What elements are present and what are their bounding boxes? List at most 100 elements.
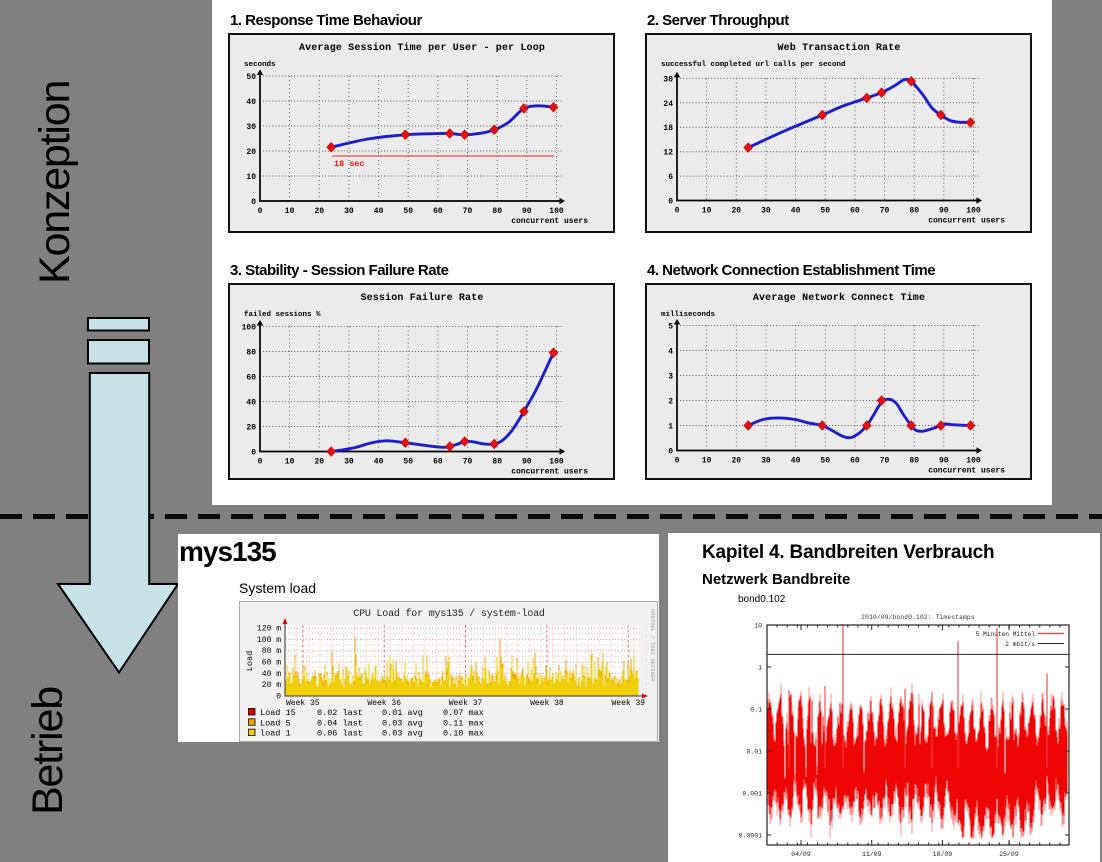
svg-text:80: 80	[492, 207, 502, 216]
svg-text:90: 90	[522, 458, 532, 467]
svg-text:0.10 max: 0.10 max	[443, 729, 484, 739]
svg-text:5: 5	[668, 323, 673, 332]
svg-text:20: 20	[731, 457, 741, 466]
svg-text:concurrent users: concurrent users	[511, 217, 588, 226]
svg-text:successful completed url calls: successful completed url calls per secon…	[661, 61, 846, 69]
svg-text:120 m: 120 m	[257, 625, 281, 634]
svg-text:0.01 avg: 0.01 avg	[382, 708, 423, 718]
svg-text:60: 60	[433, 207, 443, 216]
svg-text:80: 80	[909, 207, 919, 216]
svg-text:60 m: 60 m	[262, 659, 281, 668]
svg-text:50: 50	[403, 207, 413, 216]
svg-text:Week 35: Week 35	[286, 699, 320, 708]
svg-text:RRDTOOL / TOBI OETIKER: RRDTOOL / TOBI OETIKER	[649, 609, 656, 682]
svg-text:18/09: 18/09	[933, 851, 953, 858]
svg-text:10: 10	[246, 173, 256, 182]
svg-text:60: 60	[850, 207, 860, 216]
svg-text:Load: Load	[245, 651, 255, 671]
svg-text:Week 38: Week 38	[530, 699, 564, 708]
svg-text:Load 15: Load 15	[260, 708, 296, 718]
svg-text:2010/09/bond0.102: Timestamps: 2010/09/bond0.102: Timestamps	[861, 614, 975, 621]
svg-text:0: 0	[258, 207, 263, 216]
svg-text:18 sec: 18 sec	[334, 159, 365, 169]
svg-text:2: 2	[668, 398, 673, 407]
svg-text:80 m: 80 m	[262, 647, 281, 656]
svg-text:10: 10	[702, 207, 712, 216]
svg-text:0.02 last: 0.02 last	[317, 708, 363, 718]
svg-text:40 m: 40 m	[262, 670, 281, 679]
svg-text:Average Network Connect Time: Average Network Connect Time	[753, 292, 925, 304]
svg-text:10: 10	[754, 623, 762, 630]
svg-text:0.0001: 0.0001	[739, 833, 763, 840]
svg-text:0: 0	[668, 198, 673, 207]
svg-text:80: 80	[909, 457, 919, 466]
svg-text:0: 0	[668, 448, 673, 457]
svg-text:40: 40	[374, 458, 384, 467]
svg-text:0.06 last: 0.06 last	[317, 729, 363, 739]
svg-text:100: 100	[966, 207, 981, 216]
svg-text:Average Session Time per User: Average Session Time per User - per Loop	[299, 42, 545, 54]
svg-text:30: 30	[246, 123, 256, 132]
svg-text:10: 10	[702, 457, 712, 466]
svg-text:0: 0	[276, 693, 281, 702]
svg-text:20: 20	[314, 458, 324, 467]
svg-text:CPU Load for mys135 / system-l: CPU Load for mys135 / system-load	[353, 608, 545, 620]
svg-text:6: 6	[668, 173, 673, 182]
svg-text:11/09: 11/09	[862, 851, 882, 858]
svg-text:0: 0	[675, 207, 680, 216]
svg-text:90: 90	[939, 457, 949, 466]
svg-text:0: 0	[675, 457, 680, 466]
svg-text:20: 20	[731, 207, 741, 216]
svg-text:100: 100	[549, 458, 564, 467]
svg-text:30: 30	[761, 207, 771, 216]
svg-text:0.07 max: 0.07 max	[443, 708, 484, 718]
svg-text:Week 37: Week 37	[449, 699, 483, 708]
svg-text:50: 50	[820, 457, 830, 466]
svg-text:70: 70	[880, 207, 890, 216]
svg-text:0.1: 0.1	[750, 707, 762, 714]
svg-text:30: 30	[761, 457, 771, 466]
svg-text:seconds: seconds	[244, 61, 276, 69]
svg-text:40: 40	[246, 399, 256, 408]
svg-text:Session Failure Rate: Session Failure Rate	[360, 292, 483, 304]
svg-text:0.001: 0.001	[742, 791, 762, 798]
svg-text:80: 80	[492, 458, 502, 467]
svg-text:100: 100	[966, 457, 981, 466]
svg-text:20: 20	[246, 148, 256, 157]
svg-text:Web Transaction Rate: Web Transaction Rate	[777, 42, 900, 54]
svg-text:0.04 last: 0.04 last	[317, 718, 363, 728]
svg-text:90: 90	[939, 207, 949, 216]
svg-text:0.11 max: 0.11 max	[443, 718, 484, 728]
svg-text:04/09: 04/09	[791, 851, 811, 858]
svg-text:0.03 avg: 0.03 avg	[382, 718, 423, 728]
svg-text:milliseconds: milliseconds	[661, 311, 716, 319]
svg-text:60: 60	[246, 374, 256, 383]
svg-text:3: 3	[668, 373, 673, 382]
svg-text:60: 60	[433, 458, 443, 467]
svg-text:2 mbit/s: 2 mbit/s	[1005, 641, 1035, 648]
svg-text:100: 100	[242, 324, 257, 333]
svg-text:concurrent users: concurrent users	[511, 468, 588, 477]
svg-text:12: 12	[663, 149, 673, 158]
svg-text:30: 30	[344, 458, 354, 467]
svg-text:24: 24	[663, 100, 673, 109]
svg-text:50: 50	[403, 458, 413, 467]
svg-text:Week 36: Week 36	[367, 699, 401, 708]
svg-text:40: 40	[791, 207, 801, 216]
svg-text:60: 60	[850, 457, 860, 466]
svg-text:100 m: 100 m	[257, 636, 281, 645]
svg-text:0: 0	[251, 449, 256, 458]
svg-text:5 Minuten Mittel: 5 Minuten Mittel	[976, 631, 1036, 638]
svg-text:0.03 avg: 0.03 avg	[382, 729, 423, 739]
svg-text:0: 0	[258, 458, 263, 467]
svg-text:20 m: 20 m	[262, 681, 281, 690]
svg-text:70: 70	[463, 458, 473, 467]
svg-text:70: 70	[463, 207, 473, 216]
svg-text:25/09: 25/09	[999, 851, 1019, 858]
svg-text:30: 30	[663, 75, 673, 84]
svg-text:100: 100	[549, 207, 564, 216]
svg-text:20: 20	[246, 424, 256, 433]
svg-text:70: 70	[880, 457, 890, 466]
svg-text:40: 40	[791, 457, 801, 466]
svg-text:10: 10	[285, 207, 295, 216]
